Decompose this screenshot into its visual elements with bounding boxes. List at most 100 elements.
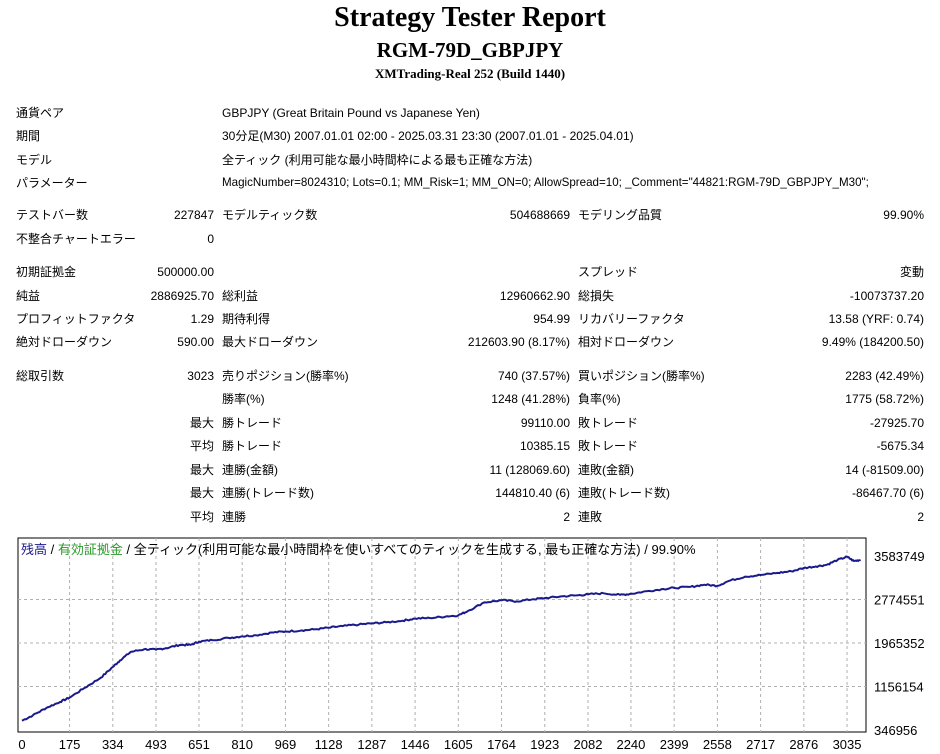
x-tick-label: 651 [188, 737, 210, 752]
short-value: 740 (37.57%) [497, 369, 570, 383]
server-info: XMTrading-Real 252 (Build 1440) [374, 66, 566, 81]
plot-frame [17, 537, 867, 733]
quality-label: モデリング品質 [578, 208, 663, 222]
largest-win-label: 勝トレード [222, 416, 283, 430]
x-tick-label: 2717 [746, 737, 775, 752]
y-tick-label: 3583749 [874, 549, 925, 564]
x-tick-label: 2399 [660, 737, 689, 752]
x-tick-label: 810 [231, 737, 253, 752]
legend-sep: / [47, 542, 58, 557]
trades-value: 3023 [187, 369, 214, 383]
x-tick-label: 334 [102, 737, 124, 752]
spread-value: 変動 [899, 265, 924, 279]
pf-value: 1.29 [190, 312, 214, 326]
period-label: 期間 [16, 129, 41, 143]
x-tick-label: 1764 [487, 737, 516, 752]
max-dd-label: 最大ドローダウン [222, 335, 319, 349]
cons-losses-cnt-label: 連敗(トレード数) [578, 486, 670, 500]
avg-loss-label: 敗トレード [578, 439, 639, 453]
params-value: MagicNumber=8024310; Lots=0.1; MM_Risk=1… [222, 176, 869, 189]
legend-balance: 残高 [21, 542, 48, 557]
legend-sep: / [122, 542, 134, 557]
x-tick-label: 1446 [401, 737, 430, 752]
chart-legend: 残高 / 有効証拠金 / 全ティック(利用可能な最小時間枠を使いすべてのティック… [21, 539, 696, 558]
y-tick-label: 1965352 [874, 636, 925, 651]
bars-label: テストバー数 [16, 208, 89, 222]
pf-label: プロフィットファクタ [16, 312, 136, 326]
ticks-value: 504688669 [509, 208, 570, 222]
avg-word: 平均 [189, 439, 214, 453]
y-tick-label: 1156154 [874, 680, 924, 695]
quality-value: 99.90% [883, 208, 924, 222]
avg-cons-wins-value: 2 [563, 510, 570, 524]
legend-sep: / [640, 542, 652, 557]
legend-quality: 99.90% [651, 542, 696, 557]
win-rate-label: 勝率(%) [222, 392, 265, 406]
x-tick-label: 2558 [703, 737, 732, 752]
max-dd-value: 212603.90 (8.17%) [467, 335, 570, 349]
recovery-value: 13.58 (YRF: 0.74) [828, 312, 924, 326]
long-value: 2283 (42.49%) [845, 369, 924, 383]
avg-win-label: 勝トレード [222, 439, 283, 453]
legend-equity: 有効証拠金 [57, 542, 123, 557]
avg-win-value: 10385.15 [519, 439, 570, 453]
report-subtitle: RGM-79D_GBPJPY [376, 38, 564, 62]
rel-dd-label: 相対ドローダウン [578, 335, 675, 349]
expected-label: 期待利得 [222, 312, 271, 326]
win-rate-value: 1248 (41.28%) [491, 392, 570, 406]
abs-dd-label: 絶対ドローダウン [16, 335, 113, 349]
cons-wins-cnt-label: 連勝(トレード数) [222, 486, 314, 500]
avg-word: 平均 [189, 510, 214, 524]
abs-dd-value: 590.00 [177, 335, 214, 349]
balance-chart: 3583749 2774551 1965352 1156154 346956 0 175 33… [17, 537, 925, 752]
x-tick-label: 0 [18, 737, 25, 752]
model-value: 全ティック (利用可能な最小時間枠による最も正確な方法) [222, 153, 533, 167]
bars-value: 227847 [173, 208, 214, 222]
avg-loss-value: -5675.34 [876, 439, 924, 453]
cons-wins-cnt-value: 144810.40 (6) [495, 486, 570, 500]
cons-losses-amt-value: 14 (-81509.00) [845, 463, 924, 477]
y-tick-label: 346956 [874, 723, 917, 738]
loss-rate-value: 1775 (58.72%) [845, 392, 924, 406]
gross-profit-value: 12960662.90 [499, 289, 570, 303]
net-label: 純益 [16, 289, 41, 303]
x-tick-label: 3035 [833, 737, 862, 752]
cons-wins-amt-label: 連勝(金額) [222, 463, 278, 477]
gross-profit-label: 総利益 [222, 289, 259, 303]
loss-rate-label: 負率(%) [578, 392, 621, 406]
expected-value: 954.99 [533, 312, 570, 326]
cons-losses-cnt-value: -86467.70 (6) [851, 486, 924, 500]
params-label: パラメーター [16, 176, 88, 190]
x-tick-label: 1128 [315, 737, 343, 752]
balance-line [21, 555, 861, 722]
max-word: 最大 [189, 486, 214, 500]
mismatch-label: 不整合チャートエラー [16, 232, 136, 246]
largest-loss-value: -27925.70 [869, 416, 924, 430]
cons-wins-amt-value: 11 (128069.60) [489, 463, 570, 477]
gross-loss-label: 総損失 [578, 289, 615, 303]
x-tick-label: 1605 [444, 737, 473, 752]
pair-value: GBPJPY (Great Britain Pound vs Japanese … [222, 106, 480, 120]
mismatch-value: 0 [207, 232, 214, 246]
max-word: 最大 [189, 463, 214, 477]
spread-label: スプレッド [578, 265, 639, 279]
x-tick-label: 1287 [357, 737, 386, 752]
largest-loss-label: 敗トレード [578, 416, 639, 430]
rel-dd-value: 9.49% (184200.50) [821, 335, 924, 349]
ticks-label: モデルティック数 [222, 208, 318, 222]
recovery-label: リカバリーファクタ [578, 312, 685, 326]
x-tick-label: 2240 [616, 737, 645, 752]
report-title: Strategy Tester Report [334, 2, 606, 33]
gross-loss-value: -10073737.20 [849, 289, 924, 303]
cons-losses-amt-label: 連敗(金額) [578, 463, 634, 477]
avg-cons-losses-value: 2 [917, 510, 924, 524]
legend-model: 全ティック(利用可能な最小時間枠を使いすべてのティックを生成する, 最も正確な方… [133, 542, 641, 557]
x-tick-label: 175 [59, 737, 81, 752]
x-tick-label: 2082 [574, 737, 603, 752]
period-value: 30分足(M30) 2007.01.01 02:00 - 2025.03.31 … [222, 129, 634, 143]
avg-cons-losses-label: 連敗 [578, 510, 603, 524]
long-label: 買いポジション(勝率%) [578, 369, 705, 383]
deposit-label: 初期証拠金 [16, 265, 77, 279]
x-tick-label: 969 [275, 737, 297, 752]
x-tick-label: 1923 [530, 737, 559, 752]
